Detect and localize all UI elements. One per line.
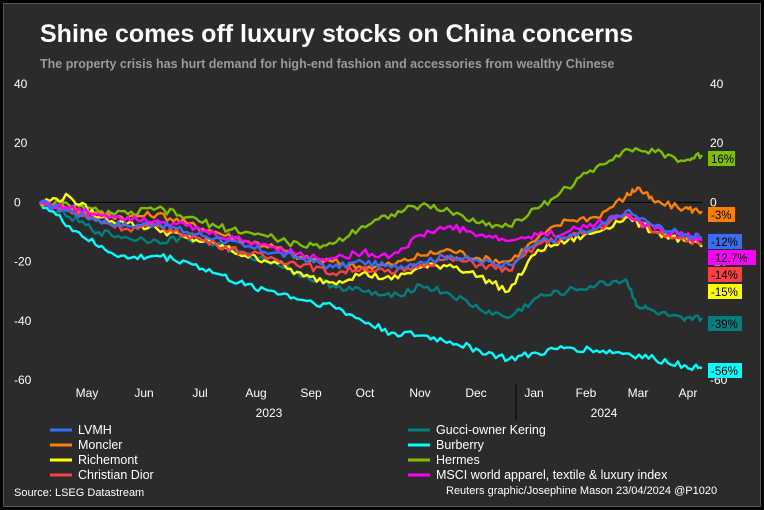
y-tick-left: -20 [14, 255, 32, 269]
end-labels: 16% -3% -12% -12.7% -14% -15% -39% -56% [708, 151, 756, 378]
end-label-box-5 [708, 363, 742, 378]
y-tick-right: 20 [710, 136, 724, 150]
series-line-7 [39, 201, 703, 263]
x-tick-month: May [76, 386, 99, 400]
series-line-6 [39, 147, 703, 250]
x-tick-month: Jul [192, 386, 207, 400]
legend-label-0: LVMH [78, 423, 112, 437]
end-label-box-4 [708, 316, 742, 331]
series-line-4 [39, 200, 703, 322]
end-label-box-3 [708, 267, 742, 282]
end-label-6: 16% [711, 154, 734, 166]
x-tick-year: 2024 [591, 406, 618, 420]
y-tick-left: -60 [14, 373, 32, 387]
y-tick-left: 0 [14, 195, 21, 209]
legend-label-7: MSCI world apparel, textile & luxury ind… [436, 468, 668, 482]
legend-label-1: Moncler [78, 438, 122, 452]
y-tick-left: 20 [14, 136, 28, 150]
end-label-box-7 [708, 250, 756, 265]
x-tick-month: Apr [679, 386, 698, 400]
chart-frame: Shine comes off luxury stocks on China c… [3, 3, 761, 507]
legend-label-5: Burberry [436, 438, 485, 452]
end-label-5: -56% [711, 366, 738, 378]
source-note: Source: LSEG Datastream [14, 487, 144, 499]
chart-title: Shine comes off luxury stocks on China c… [40, 20, 633, 48]
x-tick-month: Jan [524, 386, 543, 400]
end-label-3: -14% [711, 270, 738, 282]
x-tick-month: Feb [576, 386, 597, 400]
end-label-box-2 [708, 284, 742, 299]
x-tick-month: Jun [134, 386, 153, 400]
series-layer [38, 147, 703, 372]
y-tick-right: 0 [710, 195, 717, 209]
y-tick-left: -40 [14, 314, 32, 328]
x-tick-month: Mar [628, 386, 649, 400]
chart-subtitle: The property crisis has hurt demand for … [40, 57, 614, 71]
series-line-1 [39, 186, 703, 272]
legend-label-6: Hermes [436, 453, 480, 467]
x-tick-month: Oct [356, 386, 375, 400]
x-tick-year: 2023 [256, 406, 283, 420]
end-label-box-6 [708, 151, 735, 166]
x-tick-month: Nov [409, 386, 430, 400]
x-axis: May Jun Jul Aug Sep Oct Nov Dec Jan Feb Mar Apr 2023… [76, 384, 698, 420]
legend-label-2: Richemont [78, 453, 138, 467]
y-tick-right: 40 [710, 77, 724, 91]
chart: Shine comes off luxury stocks on China c… [14, 20, 756, 499]
x-tick-month: Sep [300, 386, 322, 400]
y-axis-left: 40 20 0 -20 -40 -60 [14, 77, 32, 387]
series-line-5 [38, 201, 703, 372]
end-label-4: -39% [711, 319, 738, 331]
y-tick-left: 40 [14, 77, 28, 91]
end-label-box-1 [708, 207, 735, 222]
end-label-1: -3% [711, 210, 731, 222]
end-label-box-0 [708, 234, 742, 249]
series-line-3 [39, 201, 703, 277]
series-line-0 [39, 199, 703, 271]
legend-label-3: Christian Dior [78, 468, 154, 482]
end-label-0: -12% [711, 237, 738, 249]
x-tick-month: Aug [245, 386, 266, 400]
credit-note: Reuters graphic/Josephine Mason 23/04/20… [446, 485, 717, 497]
x-tick-month: Dec [465, 386, 486, 400]
end-label-7: -12.7% [711, 253, 747, 265]
legend-label-4: Gucci-owner Kering [436, 423, 546, 437]
end-label-2: -15% [711, 287, 738, 299]
